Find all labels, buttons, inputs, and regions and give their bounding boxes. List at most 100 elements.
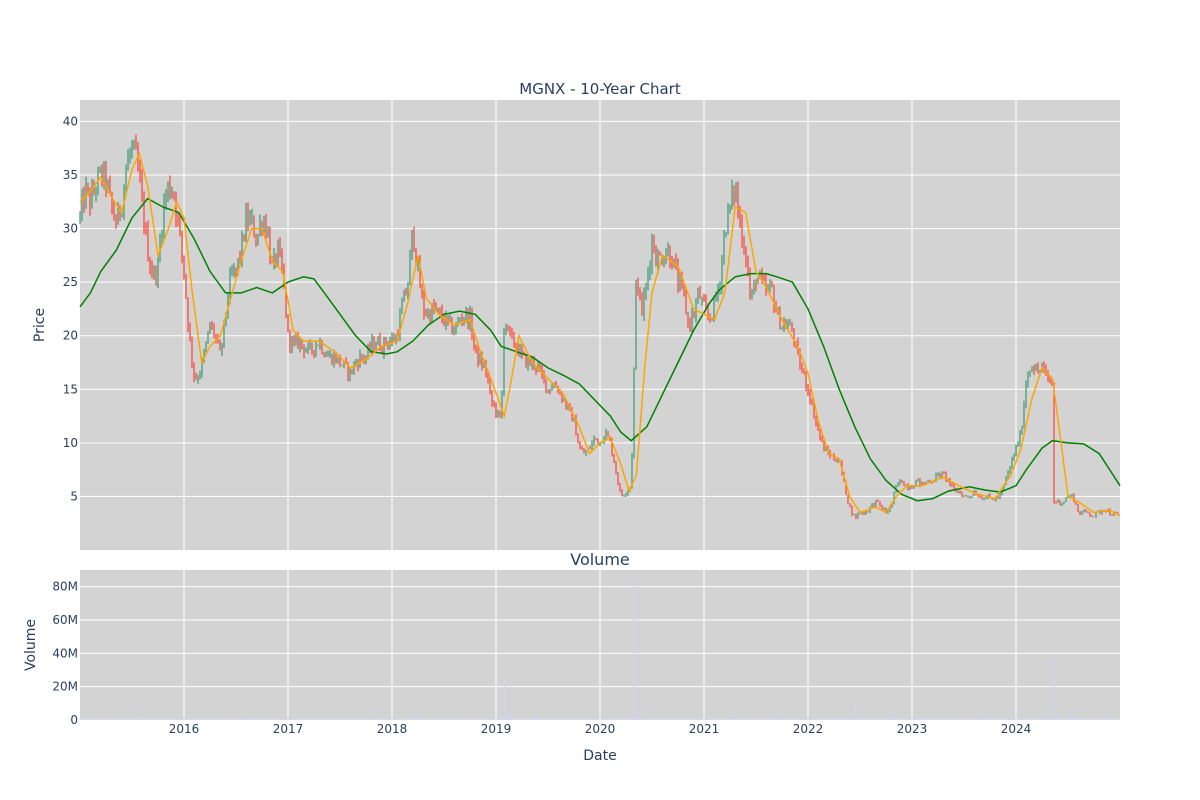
volume-bar	[437, 719, 439, 720]
volume-bar	[103, 718, 105, 720]
volume-bar	[609, 718, 611, 720]
volume-bar	[675, 717, 677, 720]
volume-bar	[385, 717, 387, 720]
volume-bar	[967, 717, 969, 720]
date-tick-label: 2023	[897, 722, 928, 736]
volume-bar	[637, 718, 639, 720]
volume-bar	[489, 718, 491, 720]
volume-bar	[363, 718, 365, 720]
volume-bar	[477, 719, 479, 720]
volume-bar	[733, 718, 735, 720]
volume-bar	[999, 718, 1001, 720]
volume-spike-bar	[646, 714, 648, 720]
volume-bar	[865, 718, 867, 720]
volume-bar	[883, 719, 885, 720]
volume-bar	[253, 719, 255, 720]
volume-bar	[501, 718, 503, 720]
volume-bar	[869, 718, 871, 720]
volume-bar	[965, 719, 967, 720]
volume-bar	[575, 718, 577, 720]
volume-bar	[699, 718, 701, 720]
volume-bar	[805, 718, 807, 720]
volume-bar	[239, 718, 241, 720]
volume-bar	[879, 718, 881, 720]
volume-bar	[1085, 718, 1087, 720]
volume-bar	[719, 718, 721, 720]
volume-bar	[377, 718, 379, 720]
volume-bar	[717, 719, 719, 720]
volume-bar	[155, 718, 157, 720]
volume-bar	[915, 718, 917, 720]
volume-bar	[219, 718, 221, 720]
volume-bar	[287, 717, 289, 720]
volume-bar	[989, 719, 991, 720]
volume-bar	[151, 717, 153, 720]
price-tick-label: 10	[63, 436, 78, 450]
volume-bar	[995, 717, 997, 720]
date-tick-label: 2021	[689, 722, 720, 736]
volume-bar	[625, 718, 627, 720]
price-tick-label: 5	[70, 489, 78, 503]
volume-bar	[423, 718, 425, 720]
volume-bar	[1051, 717, 1053, 720]
volume-bar	[297, 718, 299, 720]
volume-bar	[863, 719, 865, 720]
volume-bar	[245, 718, 247, 720]
volume-bar	[439, 718, 441, 720]
volume-bar	[577, 718, 579, 720]
price-tick-label: 20	[63, 329, 78, 343]
volume-bar	[871, 717, 873, 720]
volume-bar	[225, 718, 227, 720]
volume-bar	[1093, 718, 1095, 720]
volume-bar	[523, 719, 525, 720]
volume-bar	[479, 718, 481, 720]
volume-bar	[797, 718, 799, 720]
volume-bar	[663, 718, 665, 720]
volume-bar	[767, 719, 769, 720]
volume-bar	[311, 719, 313, 720]
volume-bar	[715, 718, 717, 720]
volume-bar	[137, 718, 139, 720]
volume-bar	[107, 719, 109, 720]
volume-bar	[199, 717, 201, 720]
volume-bar	[881, 717, 883, 720]
volume-bar	[813, 718, 815, 720]
volume-bar	[387, 718, 389, 720]
volume-bar	[907, 718, 909, 720]
volume-bar	[1077, 717, 1079, 720]
volume-bar	[1111, 718, 1113, 720]
volume-bar	[773, 718, 775, 720]
volume-bar	[189, 717, 191, 720]
volume-bar	[255, 718, 257, 720]
volume-bar	[761, 718, 763, 720]
volume-bar	[177, 719, 179, 720]
date-tick-label: 2020	[585, 722, 616, 736]
volume-bar	[411, 719, 413, 720]
volume-bar	[923, 718, 925, 720]
volume-spike-bar	[975, 713, 978, 720]
volume-bar	[827, 718, 829, 720]
volume-bar	[211, 717, 213, 720]
date-tick-label: 2024	[1001, 722, 1032, 736]
volume-bar	[185, 717, 187, 720]
volume-bar	[261, 717, 263, 720]
price-tick-label: 15	[63, 382, 78, 396]
volume-bar	[85, 718, 87, 720]
volume-bar	[381, 718, 383, 720]
volume-bar	[425, 718, 427, 720]
volume-bar	[621, 718, 623, 720]
volume-bar	[547, 718, 549, 720]
volume-bar	[895, 717, 897, 720]
volume-spike-bar	[1075, 714, 1078, 720]
volume-tick-label: 60M	[52, 613, 78, 627]
volume-bar	[339, 717, 341, 720]
volume-bar	[831, 718, 833, 720]
volume-bar	[843, 719, 845, 720]
volume-bar	[1101, 719, 1103, 720]
volume-bar	[143, 718, 145, 720]
volume-bar	[91, 718, 93, 720]
volume-bar	[823, 719, 825, 720]
volume-bar	[661, 719, 663, 720]
volume-bar	[467, 718, 469, 720]
volume-bar	[623, 718, 625, 720]
